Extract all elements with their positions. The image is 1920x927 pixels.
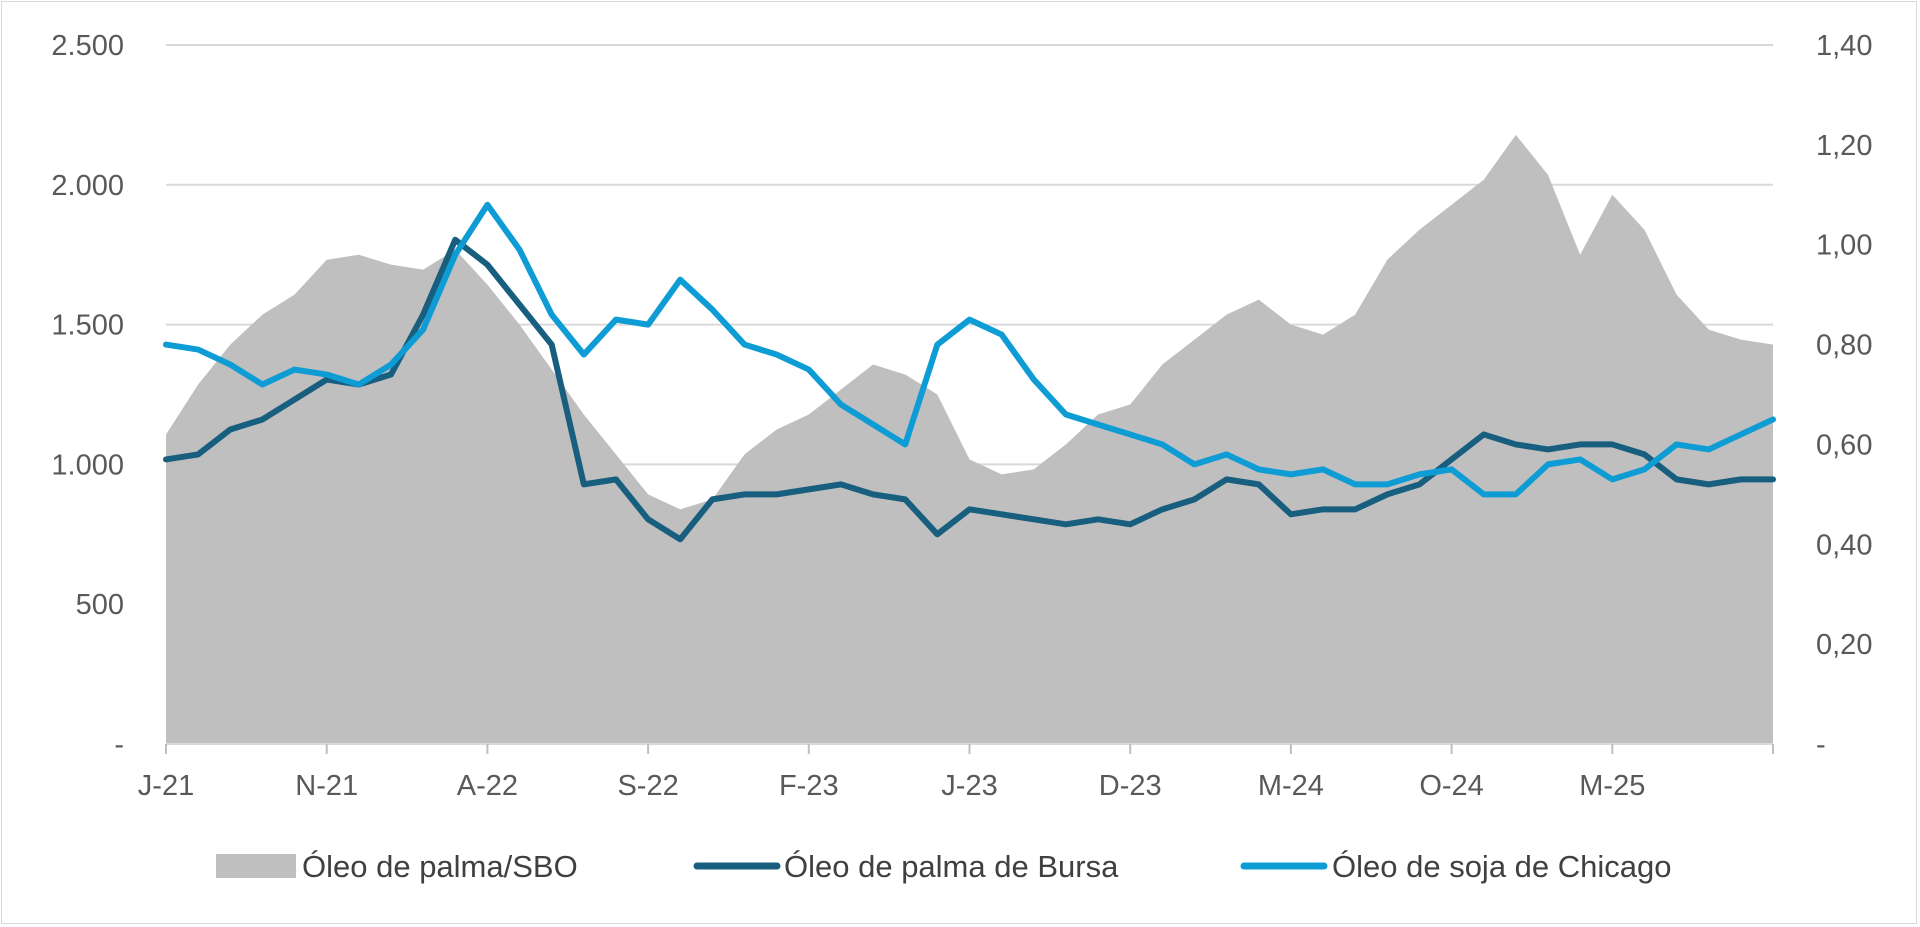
- x-tick-label: J-21: [138, 770, 194, 802]
- legend-label: Óleo de palma de Bursa: [784, 849, 1119, 884]
- x-tick-label: D-23: [1099, 770, 1162, 802]
- legend-label: Óleo de palma/SBO: [302, 849, 578, 884]
- y-right-tick-label: -: [1816, 729, 1826, 761]
- line-soja-chicago: [163, 201, 1776, 498]
- x-tick-label: J-23: [941, 770, 997, 802]
- line-series: [163, 201, 1776, 543]
- legend-swatch: [216, 854, 296, 878]
- area-palma-sbo: [166, 134, 1773, 744]
- axes: J-21 N-21 A-22 S-22 F-23 J-23 D-23 M-24 O-24 M-25…: [51, 30, 1872, 802]
- y-left-tick-label: 500: [76, 589, 124, 621]
- x-tick-label: A-22: [457, 770, 518, 802]
- x-tick-label: M-24: [1258, 770, 1324, 802]
- y-left-tick-label: 2.500: [51, 30, 124, 62]
- y-left-tick-label: 2.000: [51, 170, 124, 202]
- x-tick-label: O-24: [1419, 770, 1483, 802]
- x-tick-label: F-23: [779, 770, 839, 802]
- x-tick-label: M-25: [1579, 770, 1645, 802]
- y-right-tick-label: 0,20: [1816, 629, 1872, 661]
- y-right-tick-label: 0,80: [1816, 330, 1872, 362]
- legend: Óleo de palma/SBO Óleo de palma de Bursa Ó…: [216, 849, 1672, 884]
- y-right-tick-label: 1,20: [1816, 130, 1872, 162]
- area-series: [166, 134, 1773, 744]
- legend-label: Óleo de soja de Chicago: [1332, 849, 1672, 884]
- x-tick-label: N-21: [295, 770, 358, 802]
- y-right-tick-label: 1,00: [1816, 230, 1872, 262]
- y-right-tick-label: 1,40: [1816, 30, 1872, 62]
- y-left-tick-label: 1.500: [51, 310, 124, 342]
- y-left-tick-label: -: [114, 729, 124, 761]
- y-left-tick-label: 1.000: [51, 449, 124, 481]
- y-right-tick-label: 0,60: [1816, 429, 1872, 461]
- line-palma-bursa: [163, 236, 1776, 543]
- x-tick-label: S-22: [617, 770, 678, 802]
- y-right-tick-label: 0,40: [1816, 529, 1872, 561]
